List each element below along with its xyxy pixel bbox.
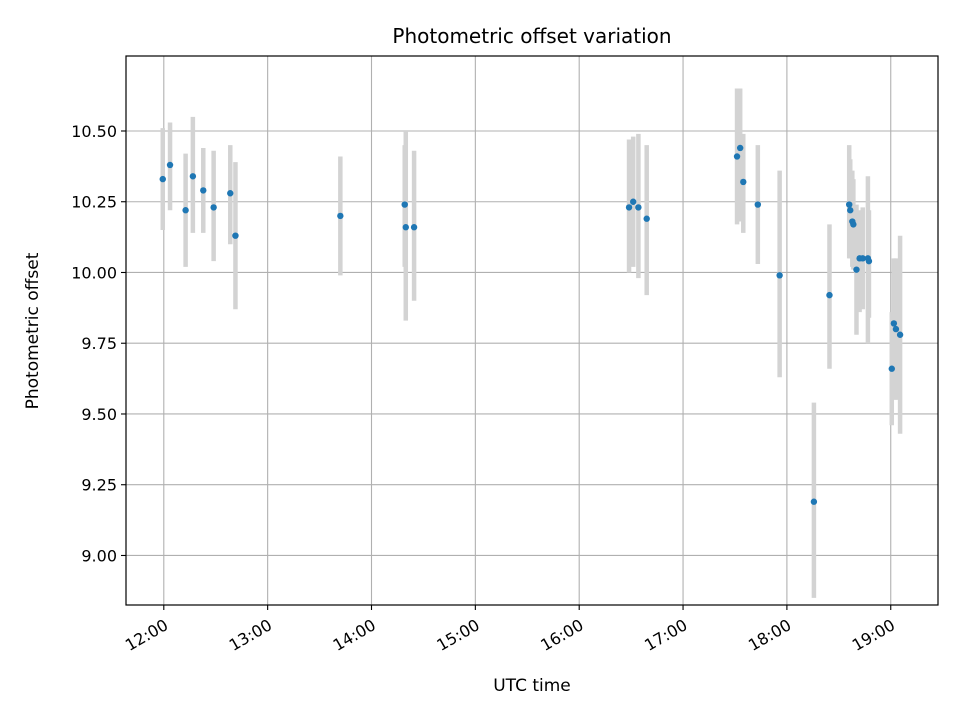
y-tick-label: 9.50 (81, 405, 117, 424)
data-point (410, 224, 418, 231)
data-point (166, 161, 174, 169)
x-tick-label: 15:00 (433, 615, 482, 655)
data-point (159, 175, 166, 183)
x-tick-label: 18:00 (745, 615, 794, 655)
y-tick-label: 9.00 (81, 546, 117, 565)
data-point (847, 207, 854, 214)
data-point (635, 204, 642, 211)
data-point (754, 201, 762, 208)
y-tick-label: 9.75 (81, 334, 117, 353)
data-point (733, 153, 741, 160)
y-axis-label: Photometric offset (23, 252, 43, 409)
data-point (232, 232, 239, 239)
data-point (401, 201, 408, 208)
chart-title: Photometric offset variation (392, 24, 671, 48)
y-tick-label: 10.50 (71, 122, 117, 141)
data-point (776, 272, 783, 279)
data-point (227, 190, 234, 197)
grid (126, 56, 938, 605)
plot-frame (125, 55, 939, 606)
data-point (189, 173, 197, 180)
data-point (888, 365, 895, 372)
data-point (853, 266, 860, 273)
data-point (210, 204, 217, 211)
data-point (182, 207, 189, 214)
data-point (337, 212, 344, 220)
data-point (826, 291, 833, 299)
data-point (625, 204, 633, 211)
y-tick-label: 10.25 (71, 193, 117, 212)
data-point (630, 198, 637, 205)
x-tick-label: 16:00 (537, 615, 586, 655)
data-point (402, 224, 409, 231)
x-tick-label: 12:00 (122, 615, 171, 655)
data-point (736, 144, 744, 152)
data-point (859, 255, 866, 262)
data-point (896, 331, 904, 338)
x-axis: 12:00 13:00 14:00 15:00 16:00 17:00 18:00 19:00 (122, 605, 898, 655)
y-axis: 9.00 9.25 9.50 9.75 10.00 10.25 10.50 (71, 122, 126, 565)
x-tick-label: 17:00 (641, 615, 690, 655)
y-tick-label: 10.00 (71, 263, 117, 282)
y-tick-label: 9.25 (81, 476, 117, 495)
data-point (865, 257, 873, 265)
data-point (740, 178, 747, 186)
data-point (892, 325, 900, 333)
data-point (643, 215, 650, 222)
x-tick-label: 19:00 (849, 615, 898, 655)
data-point (200, 187, 207, 194)
x-axis-label: UTC time (493, 676, 571, 696)
data-points (159, 144, 904, 505)
x-tick-label: 14:00 (330, 615, 379, 655)
data-point (846, 201, 853, 208)
data-point (850, 221, 857, 228)
data-point (890, 320, 898, 327)
data-point (810, 498, 818, 505)
x-tick-label: 13:00 (226, 615, 275, 655)
